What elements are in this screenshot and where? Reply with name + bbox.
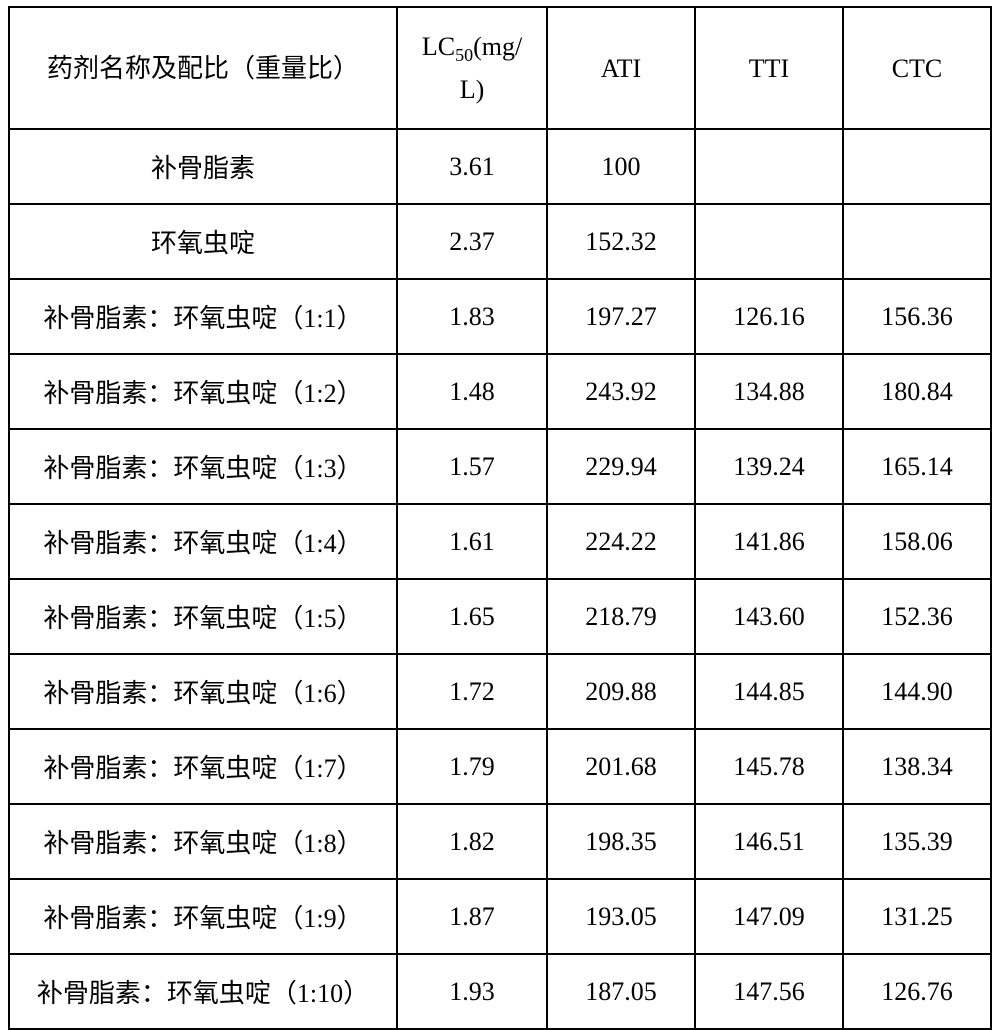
cell-ctc: 138.34 (843, 729, 991, 804)
cell-tti: 144.85 (695, 654, 843, 729)
cell-ati: 243.92 (547, 354, 695, 429)
cell-lc50: 1.57 (397, 429, 547, 504)
cell-name: 补骨脂素：环氧虫啶（1:2） (9, 354, 397, 429)
cell-ati: 201.68 (547, 729, 695, 804)
col-header-ctc: CTC (843, 7, 991, 129)
table-row: 补骨脂素：环氧虫啶（1:4） 1.61 224.22 141.86 158.06 (9, 504, 991, 579)
table-row: 补骨脂素：环氧虫啶（1:3） 1.57 229.94 139.24 165.14 (9, 429, 991, 504)
cell-ctc: 180.84 (843, 354, 991, 429)
cell-lc50: 1.72 (397, 654, 547, 729)
table-row: 补骨脂素 3.61 100 (9, 129, 991, 204)
cell-lc50: 1.65 (397, 579, 547, 654)
cell-lc50: 1.48 (397, 354, 547, 429)
cell-tti: 146.51 (695, 804, 843, 879)
table-row: 补骨脂素：环氧虫啶（1:8） 1.82 198.35 146.51 135.39 (9, 804, 991, 879)
cell-tti (695, 204, 843, 279)
cell-tti: 143.60 (695, 579, 843, 654)
cell-ati: 187.05 (547, 954, 695, 1029)
cell-lc50: 3.61 (397, 129, 547, 204)
cell-ctc: 131.25 (843, 879, 991, 954)
cell-name: 补骨脂素：环氧虫啶（1:3） (9, 429, 397, 504)
cell-lc50: 1.87 (397, 879, 547, 954)
cell-name: 补骨脂素：环氧虫啶（1:1） (9, 279, 397, 354)
lc50-suffix2: L) (460, 75, 485, 104)
cell-ati: 209.88 (547, 654, 695, 729)
cell-tti: 134.88 (695, 354, 843, 429)
cell-ctc: 156.36 (843, 279, 991, 354)
table-row: 补骨脂素：环氧虫啶（1:5） 1.65 218.79 143.60 152.36 (9, 579, 991, 654)
cell-tti: 139.24 (695, 429, 843, 504)
col-header-tti: TTI (695, 7, 843, 129)
cell-ctc: 152.36 (843, 579, 991, 654)
cell-tti: 147.09 (695, 879, 843, 954)
table-header-row: 药剂名称及配比（重量比） LC50(mg/L) ATI TTI CTC (9, 7, 991, 129)
table-row: 补骨脂素：环氧虫啶（1:1） 1.83 197.27 126.16 156.36 (9, 279, 991, 354)
table-row: 补骨脂素：环氧虫啶（1:7） 1.79 201.68 145.78 138.34 (9, 729, 991, 804)
lc50-prefix: LC (422, 32, 455, 61)
cell-name: 环氧虫啶 (9, 204, 397, 279)
cell-name: 补骨脂素：环氧虫啶（1:7） (9, 729, 397, 804)
cell-lc50: 1.93 (397, 954, 547, 1029)
cell-ctc: 144.90 (843, 654, 991, 729)
cell-ati: 218.79 (547, 579, 695, 654)
table-row: 补骨脂素：环氧虫啶（1:6） 1.72 209.88 144.85 144.90 (9, 654, 991, 729)
cell-lc50: 2.37 (397, 204, 547, 279)
cell-ati: 193.05 (547, 879, 695, 954)
col-header-lc50: LC50(mg/L) (397, 7, 547, 129)
table-row: 环氧虫啶 2.37 152.32 (9, 204, 991, 279)
cell-name: 补骨脂素：环氧虫啶（1:9） (9, 879, 397, 954)
cell-ati: 229.94 (547, 429, 695, 504)
cell-lc50: 1.61 (397, 504, 547, 579)
cell-name: 补骨脂素：环氧虫啶（1:8） (9, 804, 397, 879)
toxicity-table: 药剂名称及配比（重量比） LC50(mg/L) ATI TTI CTC 补骨脂素… (8, 6, 992, 1030)
col-header-name: 药剂名称及配比（重量比） (9, 7, 397, 129)
cell-ati: 100 (547, 129, 695, 204)
cell-tti: 141.86 (695, 504, 843, 579)
lc50-sub: 50 (455, 46, 473, 66)
cell-name: 补骨脂素：环氧虫啶（1:4） (9, 504, 397, 579)
table-row: 补骨脂素：环氧虫啶（1:9） 1.87 193.05 147.09 131.25 (9, 879, 991, 954)
lc50-suffix: (mg/ (473, 32, 522, 61)
cell-ctc: 135.39 (843, 804, 991, 879)
cell-name: 补骨脂素：环氧虫啶（1:5） (9, 579, 397, 654)
cell-lc50: 1.83 (397, 279, 547, 354)
cell-tti: 145.78 (695, 729, 843, 804)
cell-ati: 224.22 (547, 504, 695, 579)
cell-ctc: 165.14 (843, 429, 991, 504)
cell-tti: 126.16 (695, 279, 843, 354)
cell-ctc: 158.06 (843, 504, 991, 579)
table-row: 补骨脂素：环氧虫啶（1:10） 1.93 187.05 147.56 126.7… (9, 954, 991, 1029)
cell-tti (695, 129, 843, 204)
cell-lc50: 1.82 (397, 804, 547, 879)
cell-ati: 198.35 (547, 804, 695, 879)
cell-ctc (843, 204, 991, 279)
col-header-ati: ATI (547, 7, 695, 129)
table-row: 补骨脂素：环氧虫啶（1:2） 1.48 243.92 134.88 180.84 (9, 354, 991, 429)
cell-ati: 152.32 (547, 204, 695, 279)
cell-name: 补骨脂素：环氧虫啶（1:6） (9, 654, 397, 729)
cell-ati: 197.27 (547, 279, 695, 354)
cell-name: 补骨脂素：环氧虫啶（1:10） (9, 954, 397, 1029)
cell-name: 补骨脂素 (9, 129, 397, 204)
cell-tti: 147.56 (695, 954, 843, 1029)
cell-lc50: 1.79 (397, 729, 547, 804)
cell-ctc (843, 129, 991, 204)
cell-ctc: 126.76 (843, 954, 991, 1029)
